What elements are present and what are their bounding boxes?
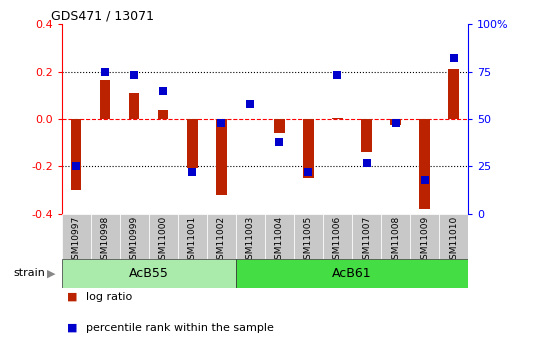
- Bar: [410, 214, 439, 259]
- Point: [304, 169, 313, 175]
- Point: [130, 72, 139, 78]
- Text: GSM10997: GSM10997: [72, 216, 81, 265]
- Point: [72, 164, 81, 169]
- Bar: [303, 119, 314, 178]
- Text: GSM11007: GSM11007: [362, 216, 371, 265]
- Bar: [362, 119, 372, 152]
- Bar: [62, 214, 91, 259]
- Bar: [187, 119, 197, 168]
- Text: AcB55: AcB55: [129, 267, 169, 280]
- Bar: [236, 259, 468, 288]
- Bar: [158, 109, 168, 119]
- Bar: [294, 214, 323, 259]
- Text: GSM10999: GSM10999: [130, 216, 139, 265]
- Bar: [323, 214, 352, 259]
- Point: [333, 72, 342, 78]
- Text: log ratio: log ratio: [86, 292, 132, 302]
- Point: [246, 101, 255, 107]
- Text: GSM11004: GSM11004: [275, 216, 284, 265]
- Point: [275, 139, 284, 145]
- Point: [188, 169, 197, 175]
- Point: [449, 56, 458, 61]
- Bar: [236, 214, 265, 259]
- Text: GSM11002: GSM11002: [217, 216, 226, 265]
- Text: GSM11005: GSM11005: [304, 216, 313, 265]
- Bar: [129, 93, 139, 119]
- Bar: [72, 119, 81, 190]
- Text: GSM11003: GSM11003: [246, 216, 255, 265]
- Text: GSM11009: GSM11009: [420, 216, 429, 265]
- Point: [420, 177, 429, 183]
- Text: ▶: ▶: [47, 268, 55, 278]
- Text: ■: ■: [67, 323, 78, 333]
- Bar: [149, 214, 178, 259]
- Bar: [274, 119, 285, 133]
- Text: GSM11008: GSM11008: [391, 216, 400, 265]
- Bar: [352, 214, 381, 259]
- Bar: [62, 259, 236, 288]
- Bar: [381, 214, 410, 259]
- Text: GSM10998: GSM10998: [101, 216, 110, 265]
- Bar: [100, 80, 110, 119]
- Text: strain: strain: [13, 268, 45, 278]
- Text: GSM11010: GSM11010: [449, 216, 458, 265]
- Bar: [439, 214, 468, 259]
- Text: ■: ■: [67, 292, 78, 302]
- Text: GDS471 / 13071: GDS471 / 13071: [51, 9, 154, 22]
- Point: [101, 69, 110, 74]
- Point: [217, 120, 226, 126]
- Bar: [178, 214, 207, 259]
- Bar: [420, 119, 430, 209]
- Bar: [207, 214, 236, 259]
- Text: percentile rank within the sample: percentile rank within the sample: [86, 323, 274, 333]
- Text: GSM11006: GSM11006: [333, 216, 342, 265]
- Text: GSM11000: GSM11000: [159, 216, 168, 265]
- Bar: [449, 69, 458, 119]
- Bar: [91, 214, 120, 259]
- Point: [159, 88, 168, 93]
- Bar: [120, 214, 149, 259]
- Point: [391, 120, 400, 126]
- Bar: [391, 119, 401, 125]
- Bar: [216, 119, 226, 195]
- Text: AcB61: AcB61: [332, 267, 372, 280]
- Point: [362, 160, 371, 165]
- Bar: [265, 214, 294, 259]
- Bar: [332, 118, 343, 119]
- Text: GSM11001: GSM11001: [188, 216, 197, 265]
